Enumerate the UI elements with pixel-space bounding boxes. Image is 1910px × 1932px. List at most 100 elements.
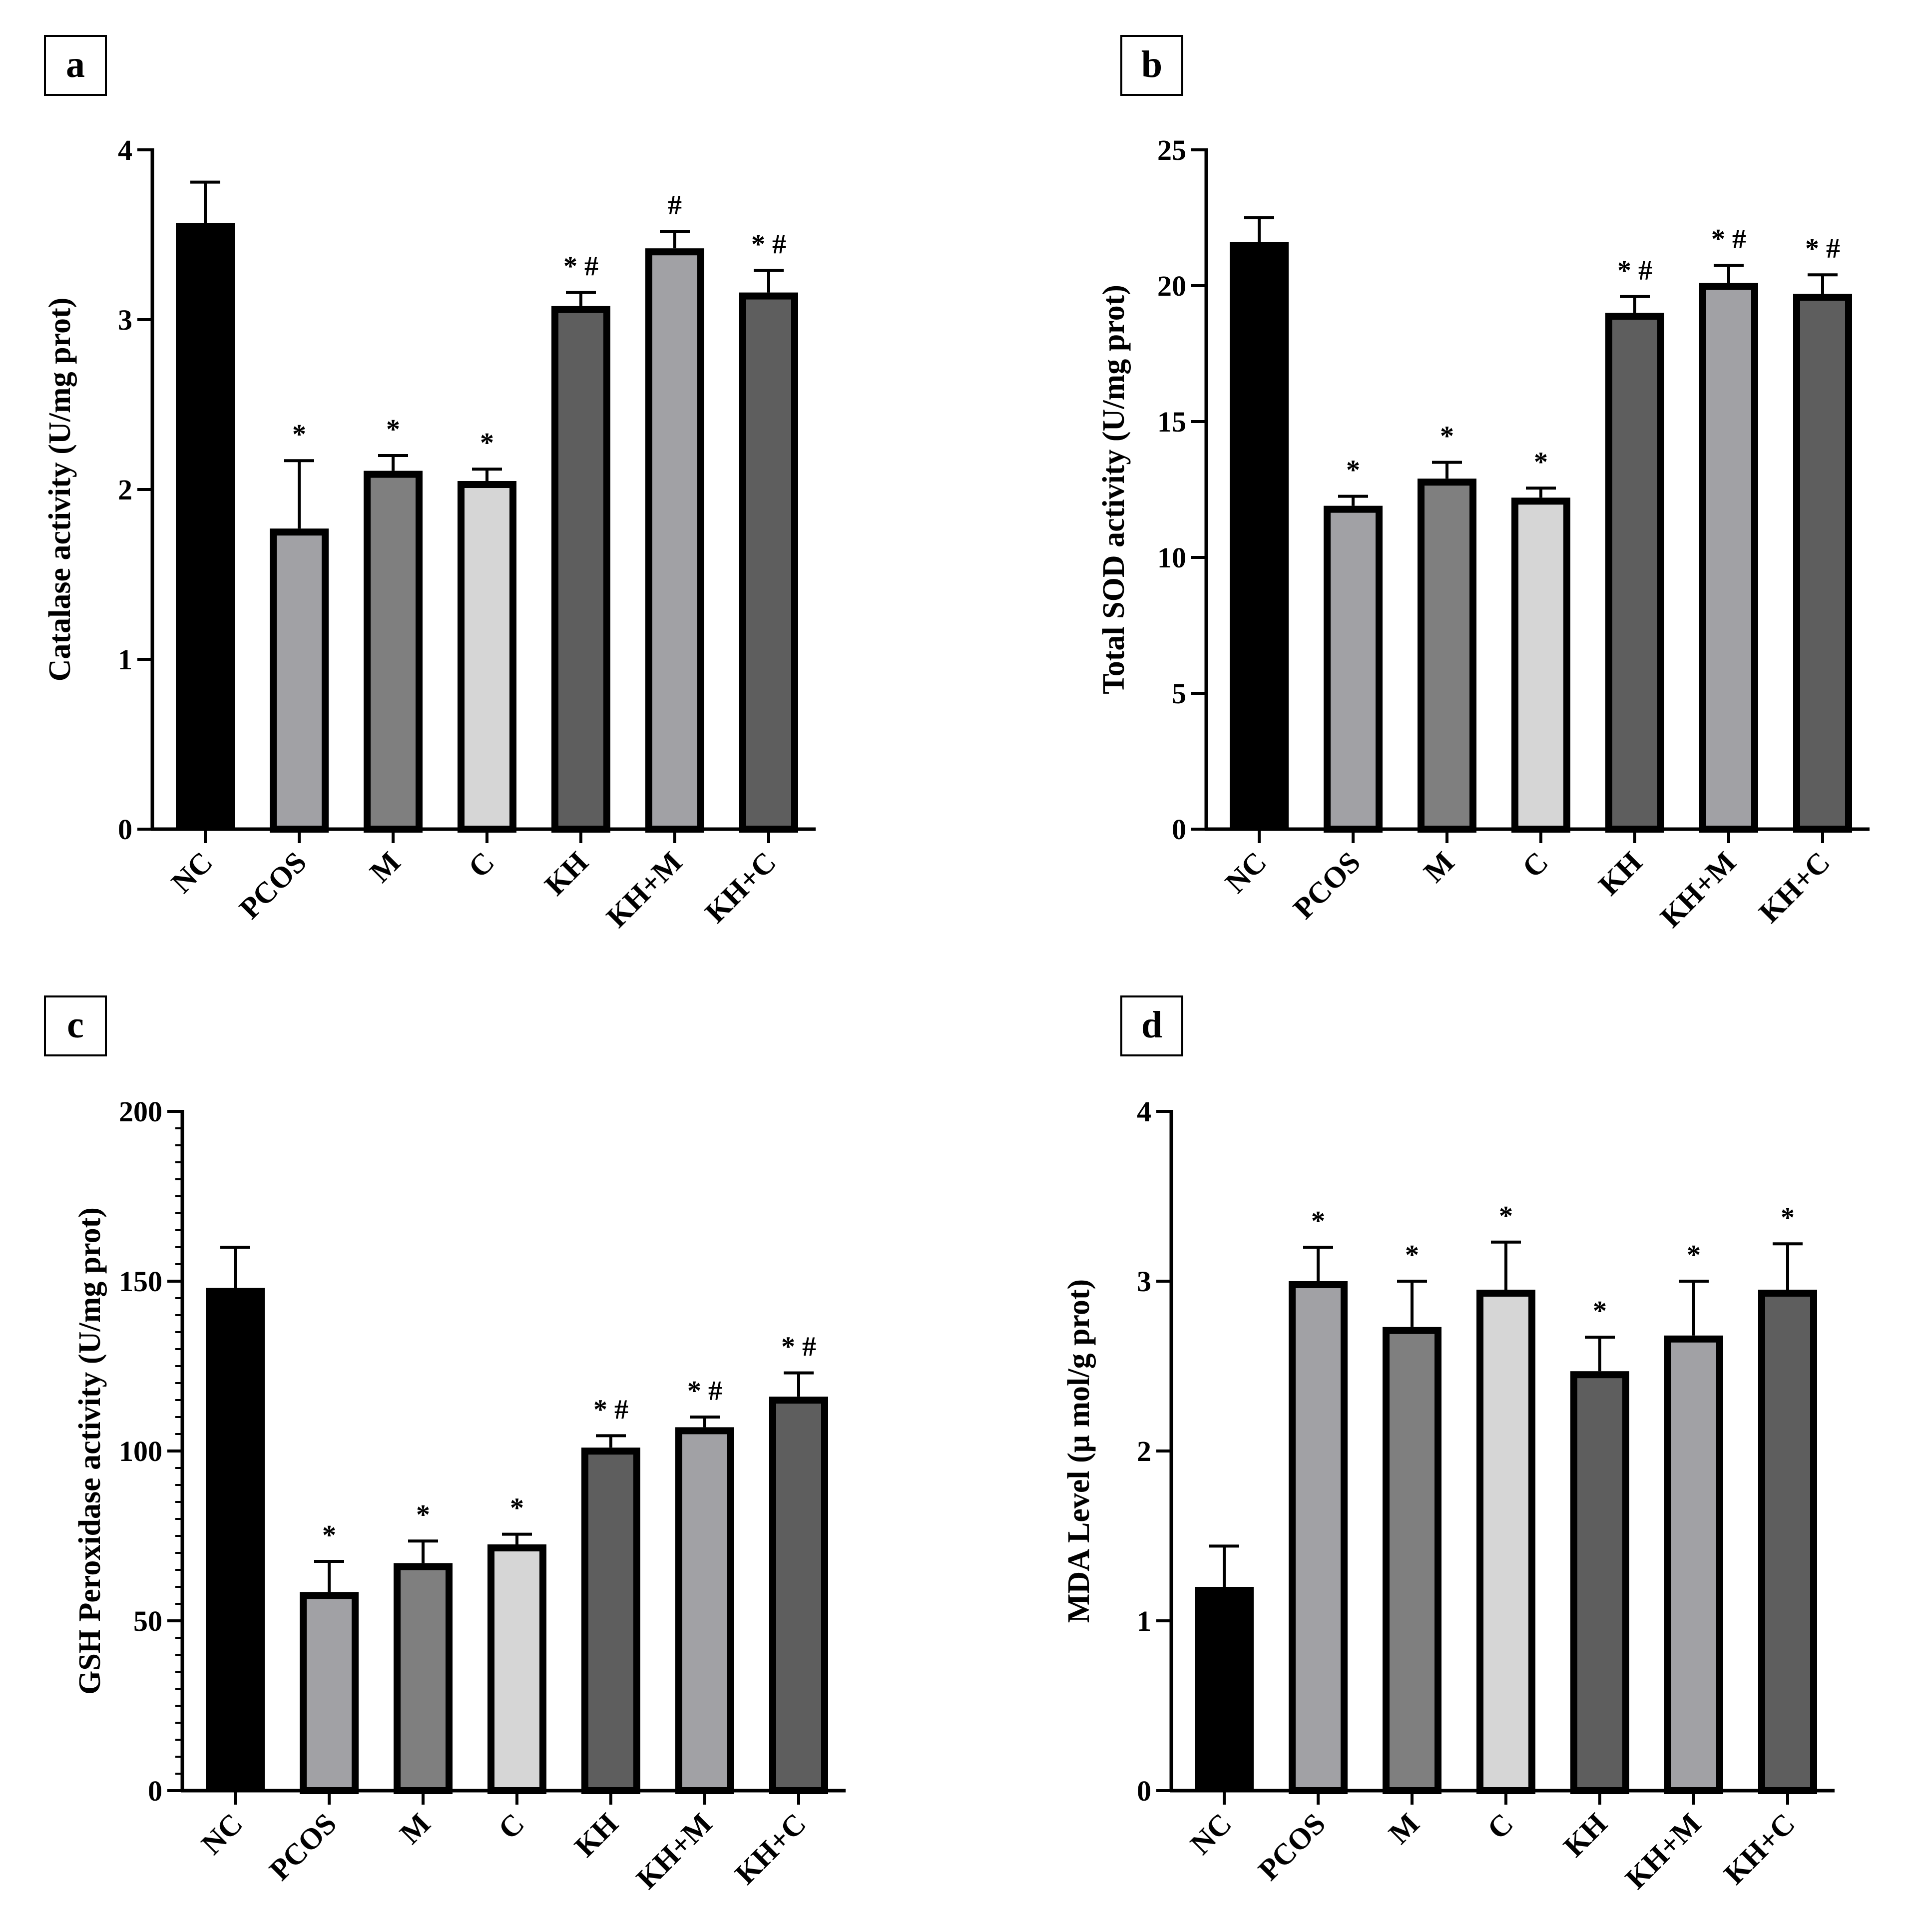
y-tick-label: 3 bbox=[118, 304, 132, 336]
panel-label: c bbox=[67, 1004, 84, 1046]
x-tick-label: NC bbox=[195, 1807, 249, 1861]
significance-marker: * # bbox=[687, 1376, 722, 1407]
x-tick-label: C bbox=[1516, 846, 1554, 884]
y-tick-label: 4 bbox=[1137, 1095, 1151, 1128]
x-tick-label: PCOS bbox=[263, 1807, 343, 1887]
bar bbox=[458, 481, 516, 833]
y-tick-label: 200 bbox=[119, 1095, 162, 1128]
y-tick-label: 3 bbox=[1137, 1265, 1151, 1298]
x-tick-label: KH bbox=[1557, 1807, 1614, 1864]
y-tick-label: 15 bbox=[1157, 406, 1186, 438]
significance-marker: * bbox=[1499, 1201, 1513, 1232]
bar bbox=[1664, 1335, 1723, 1795]
x-tick-label: C bbox=[1481, 1807, 1519, 1846]
significance-marker: # bbox=[668, 190, 682, 221]
bar bbox=[487, 1544, 546, 1794]
bar bbox=[769, 1397, 828, 1794]
y-tick-label: 0 bbox=[1172, 813, 1186, 846]
significance-marker: * bbox=[322, 1520, 336, 1551]
significance-marker: * # bbox=[1617, 255, 1652, 286]
y-tick-label: 0 bbox=[1137, 1775, 1151, 1807]
bar bbox=[1699, 283, 1758, 833]
significance-marker: * bbox=[510, 1493, 524, 1524]
panel-d: d NC * PCOS * M * C * KH * KH+M * KH+C 0 1 2 3 4 MDA Level … bbox=[1062, 995, 1835, 1896]
panel-label-box bbox=[44, 995, 107, 1056]
bar bbox=[1195, 1587, 1254, 1791]
x-tick-label: KH+C bbox=[1718, 1807, 1801, 1891]
y-tick-label: 25 bbox=[1157, 134, 1186, 166]
y-tick-label: 50 bbox=[133, 1605, 162, 1637]
bar bbox=[1793, 294, 1852, 833]
significance-marker: * bbox=[1781, 1202, 1795, 1233]
bar bbox=[1476, 1290, 1535, 1794]
panel-label: b bbox=[1141, 43, 1162, 85]
bar bbox=[394, 1563, 453, 1794]
significance-marker: * bbox=[1440, 421, 1454, 452]
x-tick-label: KH bbox=[568, 1807, 625, 1864]
x-tick-label: KH+M bbox=[1654, 846, 1742, 934]
significance-marker: * # bbox=[563, 251, 598, 282]
bar bbox=[1570, 1371, 1629, 1794]
significance-marker: * bbox=[416, 1499, 430, 1530]
significance-marker: * bbox=[292, 419, 306, 450]
significance-marker: * # bbox=[593, 1394, 628, 1425]
panel-label: a bbox=[66, 43, 85, 85]
x-tick-label: KH+C bbox=[1753, 846, 1836, 929]
y-axis-title: GSH Peroxidase activity (U/mg prot) bbox=[73, 1207, 107, 1695]
significance-marker: * bbox=[1311, 1206, 1325, 1237]
bar bbox=[675, 1427, 734, 1794]
panel-a: a NC * PCOS * M * C * # KH # KH+M * # KH+C 0 1 2 3 4 Catala… bbox=[43, 35, 816, 934]
panel-b: b NC * PCOS * M * C * # KH * # KH+M * # KH+C 0 5 10 15 20 2… bbox=[1097, 35, 1870, 934]
y-axis-title: Catalase activity (U/mg prot) bbox=[43, 298, 77, 682]
significance-marker: * bbox=[1405, 1240, 1419, 1271]
x-tick-label: KH+C bbox=[729, 1807, 812, 1891]
x-tick-label: PCOS bbox=[1252, 1807, 1332, 1887]
y-tick-label: 5 bbox=[1172, 677, 1186, 710]
y-tick-label: 2 bbox=[1137, 1435, 1151, 1467]
significance-marker: * # bbox=[781, 1332, 816, 1363]
bar bbox=[645, 248, 704, 833]
y-tick-label: 2 bbox=[118, 474, 132, 506]
x-tick-label: C bbox=[492, 1807, 530, 1846]
significance-marker: * bbox=[1687, 1240, 1701, 1271]
bar bbox=[581, 1448, 640, 1794]
y-tick-label: 0 bbox=[148, 1775, 162, 1807]
y-axis-title: Total SOD activity (U/mg prot) bbox=[1097, 285, 1131, 694]
x-tick-label: M bbox=[1382, 1807, 1426, 1851]
x-tick-label: M bbox=[1417, 846, 1460, 889]
significance-marker: * # bbox=[751, 229, 786, 260]
bar bbox=[1511, 497, 1570, 833]
bar bbox=[300, 1592, 359, 1794]
y-tick-label: 20 bbox=[1157, 270, 1186, 302]
x-tick-label: C bbox=[462, 846, 500, 884]
bar bbox=[739, 292, 798, 833]
x-tick-label: KH bbox=[1592, 846, 1649, 902]
x-tick-label: PCOS bbox=[233, 846, 313, 926]
x-tick-label: KH bbox=[538, 846, 595, 902]
x-tick-label: KH+M bbox=[1619, 1807, 1707, 1896]
bar bbox=[270, 528, 329, 833]
y-tick-label: 1 bbox=[118, 643, 132, 676]
y-tick-label: 1 bbox=[1137, 1605, 1151, 1637]
y-axis-title: MDA Level (μ mol/g prot) bbox=[1062, 1279, 1096, 1623]
panel-label-box bbox=[1120, 995, 1183, 1056]
x-tick-label: KH+M bbox=[600, 846, 688, 934]
x-tick-label: NC bbox=[1219, 846, 1273, 900]
panel-label: d bbox=[1141, 1004, 1162, 1046]
bar bbox=[1605, 313, 1664, 833]
bar bbox=[176, 223, 235, 830]
panel-label-box bbox=[1120, 35, 1183, 96]
bar bbox=[364, 471, 423, 833]
bar bbox=[1758, 1290, 1817, 1794]
bar bbox=[551, 306, 610, 833]
panel-c: c NC * PCOS * M * C * # KH * # KH+M * # KH+C 0 50 100 150… bbox=[44, 995, 846, 1895]
x-tick-label: KH+C bbox=[699, 846, 782, 929]
significance-marker: * # bbox=[1805, 233, 1840, 264]
x-tick-label: M bbox=[393, 1807, 437, 1851]
bar bbox=[206, 1288, 265, 1791]
x-tick-label: NC bbox=[165, 846, 219, 900]
y-tick-label: 4 bbox=[118, 134, 132, 166]
x-tick-label: PCOS bbox=[1287, 846, 1367, 926]
bar bbox=[1324, 505, 1383, 833]
significance-marker: * bbox=[1534, 447, 1548, 478]
